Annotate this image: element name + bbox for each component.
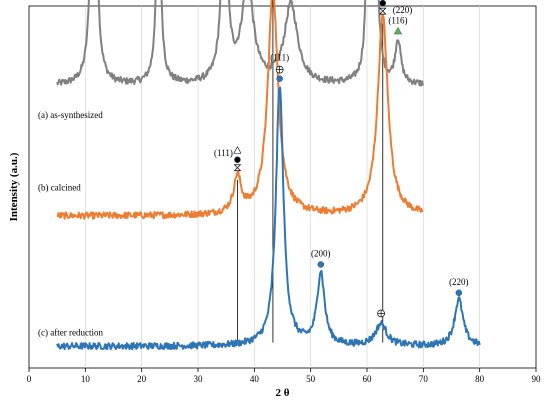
x-axis-label: 2 θ — [276, 387, 290, 399]
x-tick-label: 0 — [27, 374, 32, 384]
phase-hourglass-marker — [378, 7, 387, 15]
x-tick-label: 20 — [137, 374, 147, 384]
phase-dot-marker — [379, 0, 387, 7]
series-line-2 — [56, 86, 481, 351]
series-line-0 — [56, 0, 424, 87]
metal-dot-marker — [317, 261, 325, 268]
series-name-label: (b) calcined — [38, 183, 81, 193]
series-line-1 — [56, 0, 424, 220]
ldh-peak-triangle — [393, 26, 402, 35]
metal-dot-marker — [455, 289, 463, 297]
series-name-label: (a) as-synthesized — [38, 110, 103, 120]
phase-hourglass-marker — [233, 164, 242, 172]
y-axis-label: Intensity (a.u.) — [8, 152, 20, 221]
peak-label-b: (111) — [214, 148, 233, 158]
phase-triangle-marker — [233, 146, 242, 154]
peak-label-c: (200) — [311, 248, 331, 258]
peak-label-b: (220) — [393, 5, 413, 15]
x-tick-label: 10 — [81, 374, 91, 384]
x-tick-label: 50 — [306, 374, 316, 384]
plot-area: 0 10 20 30 40 50 60 70 80 90 2 θ Intensity (a.u.) (a… — [8, 0, 541, 399]
series-name-label: (c) after reduction — [38, 327, 103, 337]
peak-label-c: (220) — [449, 277, 469, 287]
phase-dot-marker — [234, 156, 241, 164]
x-tick-label: 70 — [419, 374, 429, 384]
peak-label-a: (116) — [388, 15, 407, 25]
x-tick-label: 60 — [363, 374, 373, 384]
metal-dot-marker — [276, 75, 283, 82]
x-tick-label: 30 — [194, 374, 204, 384]
plot-frame — [28, 5, 537, 369]
x-tick-label: 40 — [250, 374, 260, 384]
peak-label-c: (111) — [270, 53, 289, 63]
x-tick-label: 90 — [532, 374, 542, 384]
x-tick-label: 80 — [475, 374, 485, 384]
